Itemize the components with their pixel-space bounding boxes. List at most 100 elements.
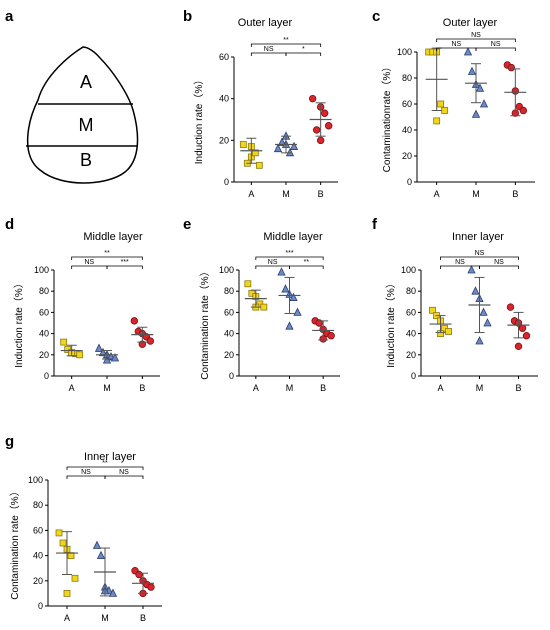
significance-bracket — [250, 43, 322, 47]
panel-letter: b — [183, 8, 192, 25]
data-point-m — [277, 267, 286, 276]
data-point-a — [260, 303, 268, 311]
y-tick-label: 80 — [33, 500, 43, 510]
data-point-b — [519, 106, 528, 115]
y-tick-label: 80 — [224, 286, 234, 296]
x-tick-label: A — [434, 189, 440, 199]
significance-label: NS — [268, 259, 278, 266]
y-tick-label: 60 — [219, 52, 229, 62]
x-tick-label: M — [101, 613, 109, 623]
data-point-m — [467, 66, 477, 75]
data-point-a — [55, 529, 63, 537]
x-tick-label: M — [476, 383, 484, 393]
data-point-a — [59, 539, 67, 547]
data-point-b — [135, 570, 143, 579]
data-point-b — [514, 342, 523, 351]
data-point-m — [273, 143, 283, 153]
panel-f-chart: f Inner layer 0 20 40 60 80 100 Induction rate（%… — [372, 216, 538, 393]
y-tick-label: 20 — [402, 151, 412, 161]
y-tick-label: 100 — [397, 47, 412, 57]
region-label-a: A — [80, 72, 92, 92]
significance-label: NS — [455, 259, 465, 266]
significance-label: *** — [121, 259, 129, 266]
data-point-a — [71, 574, 79, 582]
x-tick-label: M — [282, 189, 290, 199]
data-point-b — [316, 136, 325, 145]
chart-title: Middle layer — [263, 231, 323, 243]
x-tick-label: A — [248, 189, 254, 199]
y-tick-label: 0 — [224, 177, 229, 187]
y-tick-label: 40 — [406, 329, 416, 339]
data-point-b — [518, 324, 527, 332]
data-point-m — [475, 83, 485, 92]
significance-bracket — [104, 475, 144, 479]
data-point-m — [463, 47, 473, 56]
data-point-a — [445, 328, 452, 335]
data-point-m — [110, 353, 120, 362]
significance-label: NS — [471, 32, 481, 39]
data-point-m — [467, 265, 476, 274]
chart-title: Middle layer — [83, 231, 143, 243]
leaf-outline — [27, 46, 139, 184]
data-point-m — [289, 292, 298, 301]
panel-c-chart: c Outer layer 0 20 40 60 80 100 Contaminationrat… — [372, 8, 535, 199]
significance-label: * — [302, 46, 305, 53]
region-label-m: M — [79, 115, 94, 135]
y-tick-label: 100 — [401, 265, 416, 275]
significance-label: NS — [264, 46, 274, 53]
y-tick-label: 20 — [219, 135, 229, 145]
data-point-a — [76, 351, 84, 359]
panel-letter: g — [5, 433, 14, 450]
y-tick-label: 20 — [39, 350, 49, 360]
x-tick-label: M — [103, 383, 111, 393]
data-point-b — [308, 94, 317, 103]
y-tick-label: 80 — [39, 286, 49, 296]
significance-label: ** — [104, 250, 110, 257]
data-point-a — [60, 338, 68, 346]
significance-bracket — [255, 265, 290, 269]
data-point-m — [94, 343, 104, 352]
x-tick-label: M — [472, 189, 480, 199]
y-tick-label: 100 — [34, 265, 49, 275]
chart-title: Inner layer — [84, 451, 136, 463]
significance-label: NS — [451, 41, 461, 48]
data-point-m — [285, 147, 295, 157]
x-tick-label: A — [437, 383, 443, 393]
y-axis-label: Contamination rate（%） — [199, 266, 211, 379]
x-tick-label: B — [140, 613, 146, 623]
y-tick-label: 20 — [224, 350, 234, 360]
x-tick-label: B — [318, 189, 324, 199]
data-point-a — [244, 280, 252, 288]
data-point-m — [277, 137, 287, 146]
data-point-m — [293, 307, 302, 316]
y-tick-label: 60 — [406, 307, 416, 317]
y-tick-label: 100 — [28, 475, 43, 485]
x-tick-label: B — [515, 383, 521, 393]
x-tick-label: M — [286, 383, 294, 393]
panel-letter: c — [372, 8, 380, 25]
data-point-a — [255, 161, 263, 169]
data-point-m — [471, 109, 481, 118]
data-point-b — [146, 337, 155, 345]
significance-bracket — [475, 47, 516, 51]
y-tick-label: 0 — [44, 371, 49, 381]
y-tick-label: 40 — [33, 551, 43, 561]
panel-d-chart: d Middle layer 0 20 40 60 80 100 Induction rate（… — [5, 216, 160, 393]
y-tick-label: 40 — [402, 125, 412, 135]
significance-label: NS — [84, 259, 94, 266]
x-tick-label: B — [512, 189, 518, 199]
panel-e-chart: e Middle layer 0 20 40 60 80 100 Contamination r… — [183, 216, 340, 393]
chart-title: Outer layer — [238, 17, 293, 29]
data-point-b — [320, 109, 329, 117]
panel-b-chart: b Outer layer 0 20 40 60 Induction rate（%） A M B N… — [183, 8, 338, 199]
data-point-b — [327, 332, 335, 340]
significance-bracket — [71, 256, 143, 260]
significance-bracket — [66, 466, 144, 470]
significance-bracket — [255, 256, 324, 260]
chart-title: Inner layer — [452, 231, 504, 243]
y-tick-label: 20 — [406, 350, 416, 360]
significance-label: ** — [283, 37, 289, 44]
data-point-b — [506, 303, 515, 311]
data-point-m — [479, 307, 488, 316]
